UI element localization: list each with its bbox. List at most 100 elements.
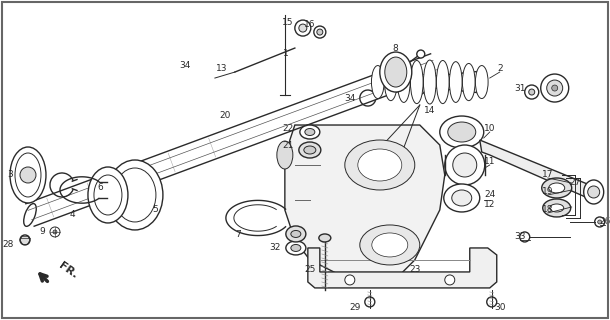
Ellipse shape bbox=[371, 66, 384, 99]
Circle shape bbox=[525, 85, 539, 99]
Text: 28: 28 bbox=[2, 240, 13, 250]
Circle shape bbox=[587, 186, 600, 198]
Ellipse shape bbox=[384, 63, 397, 100]
Text: 13: 13 bbox=[216, 64, 228, 73]
Ellipse shape bbox=[88, 167, 128, 223]
Ellipse shape bbox=[277, 141, 293, 169]
Circle shape bbox=[551, 85, 558, 91]
Text: 14: 14 bbox=[424, 106, 436, 115]
Ellipse shape bbox=[385, 57, 407, 87]
Circle shape bbox=[295, 20, 311, 36]
Ellipse shape bbox=[360, 225, 420, 265]
Text: 31: 31 bbox=[514, 84, 525, 92]
Text: 11: 11 bbox=[484, 157, 495, 166]
Ellipse shape bbox=[411, 60, 423, 104]
Text: 5: 5 bbox=[152, 205, 158, 214]
Ellipse shape bbox=[305, 129, 315, 135]
Text: 1: 1 bbox=[283, 49, 289, 58]
Ellipse shape bbox=[15, 153, 41, 197]
Ellipse shape bbox=[445, 145, 485, 185]
Circle shape bbox=[445, 275, 455, 285]
Ellipse shape bbox=[291, 230, 301, 237]
Text: 20: 20 bbox=[219, 110, 231, 120]
Circle shape bbox=[540, 74, 569, 102]
Text: 10: 10 bbox=[484, 124, 495, 132]
Circle shape bbox=[417, 86, 425, 94]
Circle shape bbox=[299, 24, 307, 32]
Ellipse shape bbox=[24, 204, 36, 226]
Text: 27: 27 bbox=[569, 179, 580, 188]
Text: FR.: FR. bbox=[57, 260, 79, 280]
Text: 30: 30 bbox=[494, 303, 506, 312]
Ellipse shape bbox=[114, 168, 156, 222]
Text: 33: 33 bbox=[514, 232, 525, 242]
Text: 22: 22 bbox=[282, 124, 293, 132]
Circle shape bbox=[50, 227, 60, 237]
Ellipse shape bbox=[286, 241, 306, 255]
Circle shape bbox=[20, 167, 36, 183]
Circle shape bbox=[487, 297, 497, 307]
Ellipse shape bbox=[543, 199, 571, 217]
Text: 2: 2 bbox=[497, 64, 503, 73]
Ellipse shape bbox=[462, 63, 475, 100]
Ellipse shape bbox=[550, 204, 564, 212]
Ellipse shape bbox=[10, 147, 46, 203]
Ellipse shape bbox=[436, 60, 449, 104]
Text: 34: 34 bbox=[179, 60, 190, 69]
Ellipse shape bbox=[358, 149, 402, 181]
Text: 9: 9 bbox=[39, 228, 45, 236]
Text: 3: 3 bbox=[7, 171, 13, 180]
Text: 25: 25 bbox=[304, 266, 315, 275]
Text: 34: 34 bbox=[344, 93, 356, 102]
Circle shape bbox=[417, 50, 425, 58]
Ellipse shape bbox=[453, 153, 477, 177]
Ellipse shape bbox=[452, 190, 472, 206]
Text: 18: 18 bbox=[542, 205, 553, 214]
Polygon shape bbox=[479, 140, 592, 198]
Ellipse shape bbox=[448, 122, 476, 142]
Text: 4: 4 bbox=[69, 211, 75, 220]
Ellipse shape bbox=[345, 140, 415, 190]
Text: 21: 21 bbox=[282, 140, 293, 149]
Text: 24: 24 bbox=[484, 190, 495, 199]
Circle shape bbox=[53, 230, 57, 234]
Text: 12: 12 bbox=[484, 200, 495, 210]
Text: 19: 19 bbox=[542, 188, 553, 196]
Ellipse shape bbox=[286, 226, 306, 242]
Ellipse shape bbox=[300, 125, 320, 139]
Ellipse shape bbox=[450, 62, 462, 102]
Ellipse shape bbox=[107, 160, 163, 230]
Text: 17: 17 bbox=[542, 171, 553, 180]
Text: 7: 7 bbox=[235, 230, 241, 239]
Circle shape bbox=[547, 80, 562, 96]
Ellipse shape bbox=[304, 146, 316, 154]
Circle shape bbox=[598, 220, 601, 224]
Circle shape bbox=[20, 235, 30, 245]
Ellipse shape bbox=[94, 175, 122, 215]
Polygon shape bbox=[308, 248, 497, 288]
Circle shape bbox=[595, 217, 605, 227]
Ellipse shape bbox=[372, 233, 408, 257]
Circle shape bbox=[520, 232, 529, 242]
Ellipse shape bbox=[440, 116, 484, 148]
Text: 32: 32 bbox=[269, 244, 281, 252]
Text: 29: 29 bbox=[349, 303, 361, 312]
Text: 26: 26 bbox=[599, 218, 610, 227]
Ellipse shape bbox=[584, 180, 604, 204]
Text: 6: 6 bbox=[97, 183, 103, 193]
Ellipse shape bbox=[398, 62, 410, 102]
Ellipse shape bbox=[549, 183, 565, 193]
Ellipse shape bbox=[319, 234, 331, 242]
Ellipse shape bbox=[299, 142, 321, 158]
Text: 8: 8 bbox=[392, 44, 398, 52]
Ellipse shape bbox=[475, 66, 488, 99]
Ellipse shape bbox=[380, 52, 412, 92]
Ellipse shape bbox=[291, 244, 301, 252]
Polygon shape bbox=[285, 125, 445, 280]
Circle shape bbox=[365, 297, 375, 307]
Text: 16: 16 bbox=[304, 20, 315, 28]
Circle shape bbox=[317, 29, 323, 35]
Text: 15: 15 bbox=[282, 18, 293, 27]
Ellipse shape bbox=[443, 184, 479, 212]
Circle shape bbox=[314, 26, 326, 38]
